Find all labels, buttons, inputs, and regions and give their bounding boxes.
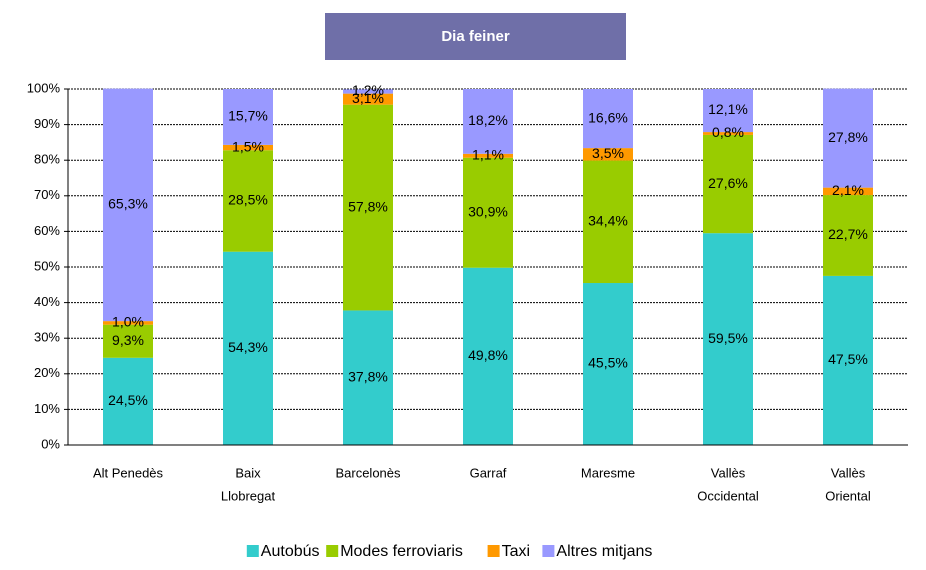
legend-swatch [246, 545, 259, 557]
bar-segment [463, 267, 513, 445]
data-label: 47,5% [828, 351, 868, 367]
x-tick-label: Vallès [711, 465, 746, 480]
chart-title: Dia feiner [441, 28, 510, 45]
legend-label: Altres mitjans [556, 543, 652, 560]
bar-segment [223, 89, 273, 145]
data-label: 1,1% [472, 146, 504, 162]
x-tick-label: Garraf [470, 465, 507, 480]
data-label: 27,8% [828, 129, 868, 145]
bar-segment [823, 88, 873, 188]
x-tick-label: Occidental [697, 488, 759, 503]
data-label: 12,1% [708, 101, 748, 117]
legend-swatch [326, 545, 339, 557]
bar-segment [583, 89, 633, 149]
y-tick-label: 0% [41, 436, 60, 451]
data-label: 3,5% [592, 145, 624, 161]
bar-segment [343, 310, 393, 445]
data-label: 2,1% [832, 182, 864, 198]
bar-segment [823, 187, 873, 196]
bar-segment [343, 93, 393, 105]
x-tick-label: Oriental [825, 488, 871, 503]
bar-segment [463, 157, 513, 268]
bar-segment [583, 160, 633, 284]
y-tick-label: 70% [34, 187, 60, 202]
x-tick-label: Barcelonès [335, 465, 401, 480]
y-tick-label: 30% [34, 330, 60, 345]
x-tick-label: Baix [235, 465, 261, 480]
bar-segment [223, 144, 273, 151]
data-label: 49,8% [468, 347, 508, 363]
data-label: 18,2% [468, 112, 508, 128]
bar-segment [823, 195, 873, 276]
data-label: 24,5% [108, 392, 148, 408]
y-tick-label: 20% [34, 365, 60, 380]
bar-segment [343, 89, 393, 94]
y-tick-label: 60% [34, 223, 60, 238]
bar-segment [703, 89, 753, 133]
bar-segment [583, 283, 633, 445]
legend-swatch [487, 545, 500, 557]
bar-segment [343, 104, 393, 311]
bar-segment [823, 275, 873, 445]
y-tick-label: 40% [34, 294, 60, 309]
data-label: 57,8% [348, 198, 388, 214]
bar-segment [703, 233, 753, 445]
data-label: 1,5% [232, 138, 264, 154]
bar-segment [223, 251, 273, 445]
data-label: 65,3% [108, 196, 148, 212]
data-label: 54,3% [228, 339, 268, 355]
data-label: 9,3% [112, 332, 144, 348]
data-label: 28,5% [228, 192, 268, 208]
bar-segment [103, 357, 153, 445]
data-label: 37,8% [348, 368, 388, 384]
legend-label: Autobús [261, 543, 320, 560]
data-label: 0,8% [712, 124, 744, 140]
bar-segment [103, 321, 153, 325]
bar-segment [583, 148, 633, 161]
data-label: 59,5% [708, 330, 748, 346]
legend-swatch [542, 545, 555, 557]
legend-label: Modes ferroviaris [340, 543, 463, 560]
data-label: 3,1% [352, 90, 384, 106]
y-tick-label: 100% [27, 80, 61, 95]
x-tick-label: Maresme [581, 465, 635, 480]
bar-segment [223, 150, 273, 252]
data-label: 1,2% [352, 82, 384, 98]
bar-segment [103, 88, 153, 322]
bar-segment [703, 134, 753, 234]
bar-segment [463, 89, 513, 154]
bar-segment [463, 153, 513, 158]
y-tick-label: 90% [34, 116, 60, 131]
data-label: 27,6% [708, 175, 748, 191]
y-tick-label: 80% [34, 152, 60, 167]
data-label: 15,7% [228, 108, 268, 124]
x-tick-label: Alt Penedès [93, 465, 164, 480]
bar-segment [103, 324, 153, 358]
data-label: 1,0% [112, 314, 144, 330]
x-tick-label: Vallès [831, 465, 866, 480]
data-label: 45,5% [588, 355, 628, 371]
data-label: 22,7% [828, 226, 868, 242]
x-tick-label: Llobregat [221, 488, 276, 503]
data-label: 34,4% [588, 212, 628, 228]
data-label: 30,9% [468, 203, 508, 219]
legend-label: Taxi [502, 543, 530, 560]
y-tick-label: 10% [34, 401, 60, 416]
y-tick-label: 50% [34, 258, 60, 273]
data-label: 16,6% [588, 109, 628, 125]
title-box [325, 13, 626, 60]
bar-segment [703, 132, 753, 135]
